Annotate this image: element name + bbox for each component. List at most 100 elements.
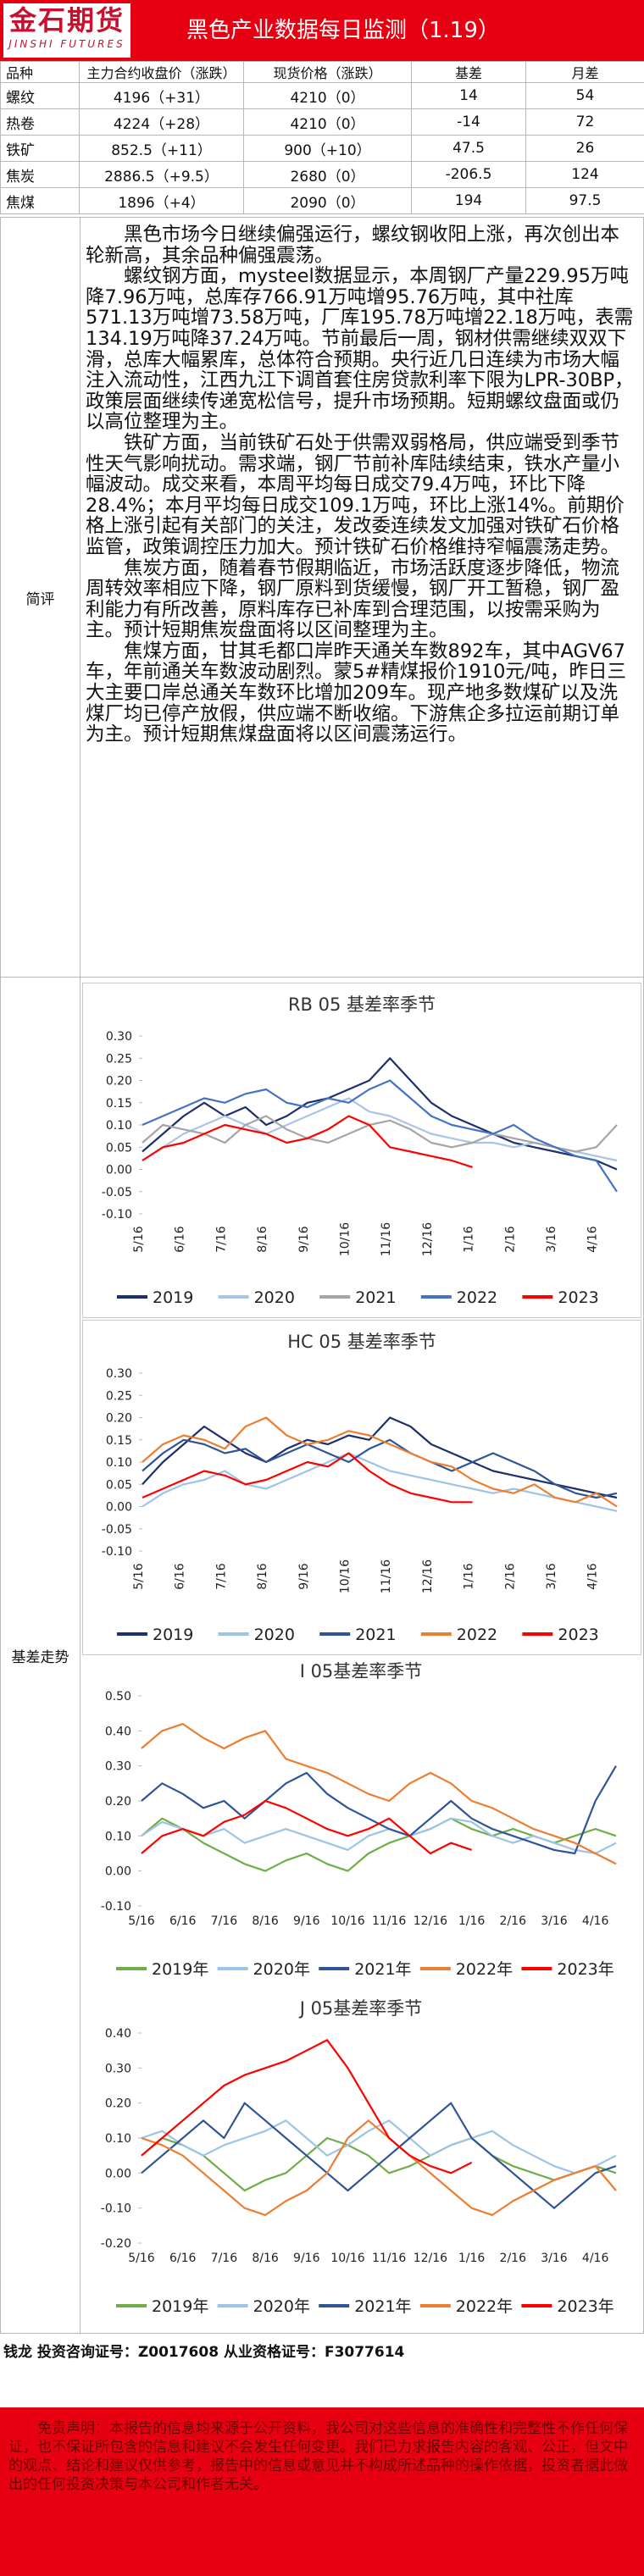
chart-title: RB 05 基差率季节	[288, 994, 436, 1015]
table-cell: 4210（0）	[243, 108, 412, 136]
legend-label: 2019年	[152, 2297, 208, 2316]
paragraph: 螺纹钢方面，mysteel数据显示，本周钢厂产量229.95万吨降7.96万吨，…	[86, 265, 634, 434]
y-tick-label: -0.05	[102, 1186, 132, 1199]
x-tick-label: 10/16	[330, 2252, 364, 2265]
x-tick-label: 2/16	[503, 1563, 517, 1590]
series-line	[142, 1452, 473, 1504]
x-tick-label: 4/16	[582, 1914, 609, 1928]
series-line	[142, 1115, 473, 1168]
table-cell: 97.5	[525, 187, 644, 214]
y-tick-label: 0.05	[106, 1478, 132, 1492]
y-tick-label: 0.20	[106, 1412, 132, 1426]
series-line	[141, 2039, 473, 2174]
x-tick-label: 1/16	[463, 1226, 476, 1253]
x-tick-label: 5/16	[128, 1914, 155, 1928]
table-cell: 194	[411, 187, 526, 214]
series-line	[141, 1799, 472, 1855]
table-cell: -206.5	[411, 161, 526, 188]
legend-label: 2021	[355, 1626, 396, 1644]
x-tick-label: 5/16	[132, 1226, 146, 1253]
logo: 金石期货 JINSHI FUTURES	[3, 3, 130, 58]
y-tick-label: -0.05	[102, 1523, 132, 1537]
y-tick-label: 0.25	[106, 1389, 132, 1403]
series-line	[141, 1723, 617, 1865]
chart-box: I 05基差率季节 -0.10 0.00 0.10 0.20 0.30 0.40 0.50 5/…	[82, 1655, 641, 1991]
table-cell: 1896（+4）	[79, 187, 244, 214]
y-tick-label: 0.05	[106, 1141, 132, 1155]
x-tick-label: 12/16	[421, 1222, 435, 1256]
y-tick-label: -0.10	[102, 1208, 132, 1222]
header: 金石期货 JINSHI FUTURES 黑色产业数据每日监测（1.19）	[0, 0, 644, 61]
legend-label: 2023年	[557, 1960, 613, 1979]
y-tick-label: 0.50	[105, 1690, 131, 1703]
legend-label: 2019	[153, 1288, 193, 1307]
legend-label: 2019年	[152, 1960, 208, 1979]
x-tick-label: 7/16	[214, 1226, 228, 1253]
x-tick-label: 4/16	[586, 1226, 600, 1253]
table-cell: 螺纹	[0, 82, 80, 109]
y-tick-label: 0.10	[106, 1119, 132, 1133]
logo-subtext: JINSHI FUTURES	[8, 38, 125, 50]
x-tick-label: 8/16	[256, 1226, 269, 1253]
basis-section: 基差走势 RB 05 基差率季节 -0.10 -0.05 0.00 0.05 0.10 0.…	[0, 977, 644, 2334]
table-cell: 焦煤	[0, 187, 80, 214]
table-cell: 852.5（+11）	[79, 135, 244, 162]
table-cell: 铁矿	[0, 135, 80, 162]
x-tick-label: 7/16	[211, 2252, 238, 2265]
x-tick-label: 11/16	[372, 1914, 406, 1928]
series-line	[142, 1416, 618, 1499]
series-line	[141, 1817, 617, 1872]
x-tick-label: 9/16	[293, 2252, 320, 2265]
paragraph: 铁矿方面，当前铁矿石处于供需双弱格局，供应端受到季节性天气影响扰动。需求端，钢厂…	[86, 431, 625, 558]
x-tick-label: 10/16	[338, 1222, 352, 1256]
header-cell: 现货价格（涨跌）	[243, 61, 412, 83]
chart-box: HC 05 基差率季节 -0.10 -0.05 0.00 0.05 0.10 0.15 0.2…	[82, 1320, 641, 1655]
legend-label: 2022年	[456, 2297, 513, 2316]
table-cell: 72	[525, 108, 644, 136]
legend-label: 2023	[558, 1626, 598, 1644]
legend-label: 2022	[457, 1626, 497, 1644]
legend-label: 2021年	[354, 2297, 411, 2316]
x-tick-label: 10/16	[330, 1914, 364, 1928]
x-tick-label: 3/16	[541, 2252, 568, 2265]
x-tick-label: 8/16	[252, 2252, 279, 2265]
analyst-info: 钱龙 投资咨询证号：Z0017608 从业资格证号：F3077614	[3, 2344, 405, 2361]
table-cell: 54	[525, 82, 644, 109]
table-cell: 124	[525, 161, 644, 188]
y-tick-label: 0.30	[106, 1367, 132, 1381]
y-tick-label: 0.40	[105, 1725, 131, 1738]
y-tick-label: -0.10	[102, 1545, 132, 1559]
series-line	[142, 1079, 618, 1193]
section-label: 基差走势	[1, 978, 80, 2333]
x-tick-label: 2/16	[500, 1914, 527, 1928]
y-tick-label: -0.10	[101, 1900, 131, 1914]
table-cell: 2680（0）	[243, 161, 412, 188]
legend-label: 2023	[558, 1288, 598, 1307]
chart: HC 05 基差率季节 -0.10 -0.05 0.00 0.05 0.10 0.15 0.2…	[102, 1332, 618, 1644]
table-cell: 4224（+28）	[79, 108, 244, 136]
table-row: 焦炭 2886.5（+9.5） 2680（0） -206.5 124	[0, 161, 644, 188]
table-cell: 2886.5（+9.5）	[79, 161, 244, 188]
x-tick-label: 10/16	[338, 1559, 352, 1593]
x-tick-label: 5/16	[132, 1563, 146, 1590]
x-tick-label: 7/16	[211, 1914, 238, 1928]
header-cell: 基差	[411, 61, 526, 83]
y-tick-label: 0.20	[105, 1795, 131, 1809]
chart: I 05基差率季节 -0.10 0.00 0.10 0.20 0.30 0.40 0.50 5/…	[101, 1661, 617, 1979]
table-cell: 4210（0）	[243, 82, 412, 109]
y-tick-label: 0.00	[106, 1164, 132, 1177]
x-tick-label: 11/16	[380, 1222, 393, 1256]
report-title: 黑色产业数据每日监测（1.19）	[186, 18, 500, 43]
logo-text: 金石期货	[8, 4, 125, 36]
x-tick-label: 8/16	[252, 1914, 279, 1928]
x-tick-label: 2/16	[503, 1226, 517, 1253]
review-section: 简评 黑色市场今日继续偏强运行，螺纹钢收阳上涨，再次创出本轮新高，其余品种偏强震…	[0, 217, 644, 978]
table-cell: 焦炭	[0, 161, 80, 188]
paragraph: 焦煤方面，甘其毛都口岸昨天通关车数892车，其中AGV67车，年前通关车数波动剧…	[86, 640, 627, 746]
header-cell: 品种	[0, 61, 80, 83]
y-tick-label: 0.25	[106, 1052, 132, 1066]
y-tick-label: 0.40	[105, 2027, 131, 2041]
y-tick-label: 0.00	[106, 1501, 132, 1515]
y-tick-label: 0.15	[106, 1097, 132, 1111]
